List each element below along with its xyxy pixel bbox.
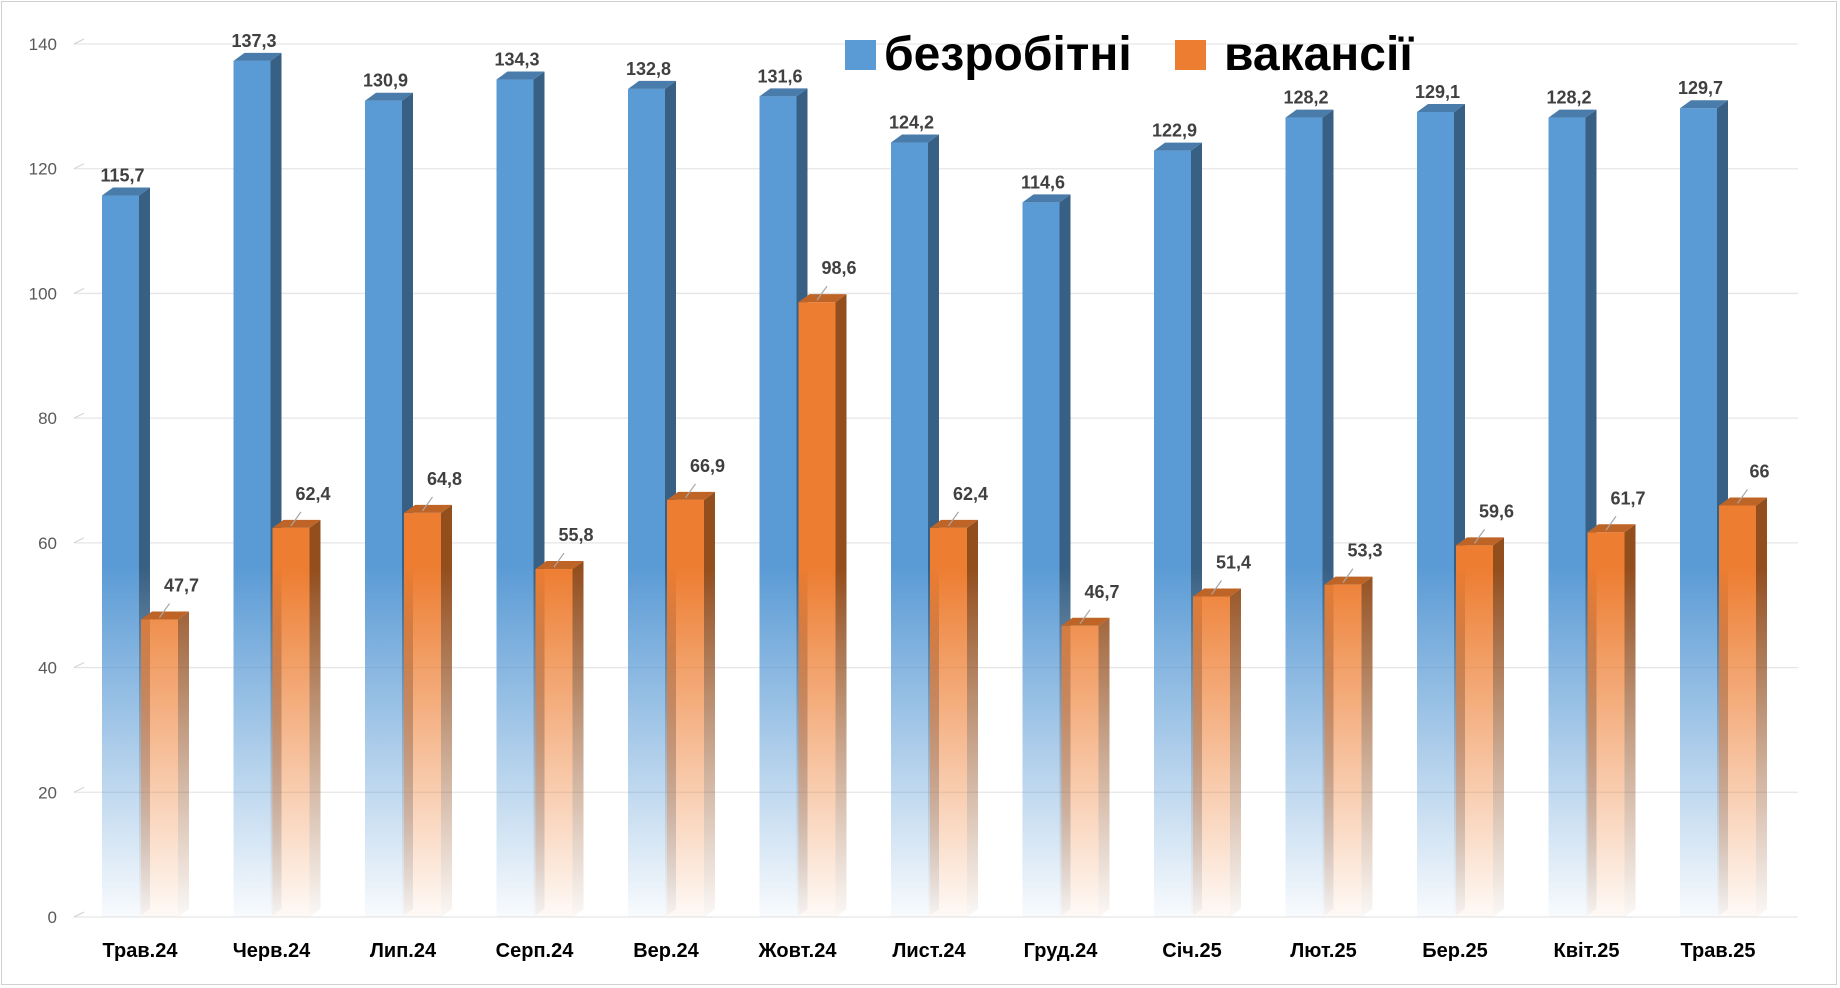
bar-vacancies xyxy=(1324,576,1373,917)
y-tick-label: 40 xyxy=(38,659,57,678)
y-tick-label: 20 xyxy=(38,783,57,802)
data-label-vacancies: 98,6 xyxy=(821,258,856,278)
data-label-leader xyxy=(290,511,302,527)
data-label-leader xyxy=(1079,609,1091,625)
data-label-unemployed: 129,7 xyxy=(1678,78,1723,98)
x-axis-categories: Трав.24 Черв.24 Лип.24 Серп.24 Вер.24 Жовт.24… xyxy=(103,940,1756,962)
bar-vacancies xyxy=(404,504,452,917)
data-label-vacancies: 66 xyxy=(1749,461,1769,481)
y-tick-label: 60 xyxy=(38,534,57,553)
bar-vacancies xyxy=(1719,497,1767,917)
y-tick-label: 100 xyxy=(29,284,57,303)
data-label-leader xyxy=(816,285,828,301)
data-label-vacancies: 62,4 xyxy=(295,484,330,504)
legend-label-vacancies: вакансії xyxy=(1224,28,1414,81)
data-label-leader xyxy=(685,483,696,499)
data-label-vacancies: 66,9 xyxy=(690,456,725,476)
gridline-depth xyxy=(73,537,85,544)
data-label-unemployed: 128,2 xyxy=(1283,88,1328,108)
x-category-label: Лист.24 xyxy=(892,940,966,962)
data-label-vacancies: 46,7 xyxy=(1084,582,1119,602)
gridline-depth xyxy=(73,911,85,918)
bar-vacancies xyxy=(141,611,189,917)
data-label-leader xyxy=(553,552,565,568)
data-label-leader xyxy=(159,603,170,618)
gridline-depth xyxy=(73,786,85,793)
data-label-vacancies: 59,6 xyxy=(1479,501,1514,521)
data-label-leader xyxy=(1474,529,1485,544)
legend-swatch-unemployed xyxy=(845,40,876,70)
data-label-unemployed: 137,3 xyxy=(231,31,276,51)
x-category-label: Вер.24 xyxy=(633,940,699,962)
x-category-label: Груд.24 xyxy=(1024,940,1099,962)
x-category-label: Жовт.24 xyxy=(758,940,838,962)
data-label-unemployed: 132,8 xyxy=(626,59,671,79)
x-category-label: Бер.25 xyxy=(1422,940,1488,962)
data-label-leader xyxy=(422,496,433,512)
data-label-unemployed: 122,9 xyxy=(1152,121,1197,141)
x-category-label: Лют.25 xyxy=(1290,940,1356,962)
x-category-label: Черв.24 xyxy=(233,940,311,962)
data-label-vacancies: 55,8 xyxy=(558,525,593,545)
data-label-unemployed: 128,2 xyxy=(1546,88,1591,108)
y-tick-label: 140 xyxy=(29,35,57,54)
data-label-leader xyxy=(1605,515,1617,531)
gridline-depth xyxy=(73,412,85,419)
data-label-unemployed: 115,7 xyxy=(100,166,144,186)
data-label-vacancies: 47,7 xyxy=(164,576,199,596)
bar-vacancies xyxy=(930,519,978,917)
bar-vacancies xyxy=(535,561,584,917)
bar-vacancies xyxy=(667,491,715,917)
data-label-unemployed: 131,6 xyxy=(757,66,802,86)
bar-vacancies xyxy=(1587,524,1636,917)
bar-vacancies xyxy=(1061,617,1110,917)
data-label-unemployed: 130,9 xyxy=(363,71,408,91)
y-tick-label: 80 xyxy=(38,409,57,428)
bar-unemployed xyxy=(1285,109,1334,918)
y-tick-label: 120 xyxy=(29,160,57,179)
x-category-label: Трав.25 xyxy=(1681,940,1756,962)
data-label-leader xyxy=(948,511,959,527)
data-label-leader xyxy=(1211,580,1222,595)
data-label-unemployed: 114,6 xyxy=(1021,172,1065,192)
data-label-unemployed: 124,2 xyxy=(889,113,934,133)
legend-swatch-vacancies xyxy=(1175,40,1206,70)
data-label-unemployed: 134,3 xyxy=(494,50,539,70)
y-tick-label: 0 xyxy=(48,908,57,927)
gridline-depth xyxy=(73,163,85,170)
x-category-label: Квіт.25 xyxy=(1554,940,1620,962)
data-label-leader xyxy=(1737,489,1748,504)
data-label-vacancies: 62,4 xyxy=(953,484,988,504)
gridline-depth xyxy=(73,662,85,669)
data-labels: 115,7 47,7 137,3 62,4 130,9 64,8 134,3 55,8 132,… xyxy=(100,31,1770,625)
legend: безробітні вакансії xyxy=(845,28,1414,81)
data-label-vacancies: 61,7 xyxy=(1610,488,1645,508)
x-category-label: Лип.24 xyxy=(370,940,437,962)
bars xyxy=(102,52,1767,918)
bar-vacancies xyxy=(1456,537,1504,917)
data-label-vacancies: 51,4 xyxy=(1216,552,1251,572)
bar-vacancies xyxy=(798,294,847,917)
data-label-leader xyxy=(1342,568,1354,583)
bar-unemployed xyxy=(233,52,282,918)
x-category-label: Трав.24 xyxy=(103,940,179,962)
bar-vacancies xyxy=(272,519,321,917)
x-category-label: Січ.25 xyxy=(1162,940,1221,962)
data-label-vacancies: 53,3 xyxy=(1347,541,1382,561)
legend-label-unemployed: безробітні xyxy=(884,28,1132,81)
bar-vacancies xyxy=(1193,588,1241,917)
gridline-depth xyxy=(73,287,85,294)
data-label-vacancies: 64,8 xyxy=(427,469,462,489)
data-label-unemployed: 129,1 xyxy=(1415,82,1460,102)
y-axis-ticks: 0 20 40 60 80 100 120 140 xyxy=(29,35,57,927)
x-category-label: Серп.24 xyxy=(496,940,575,962)
gridline-depth xyxy=(73,38,85,45)
bar-unemployed xyxy=(1548,109,1597,918)
